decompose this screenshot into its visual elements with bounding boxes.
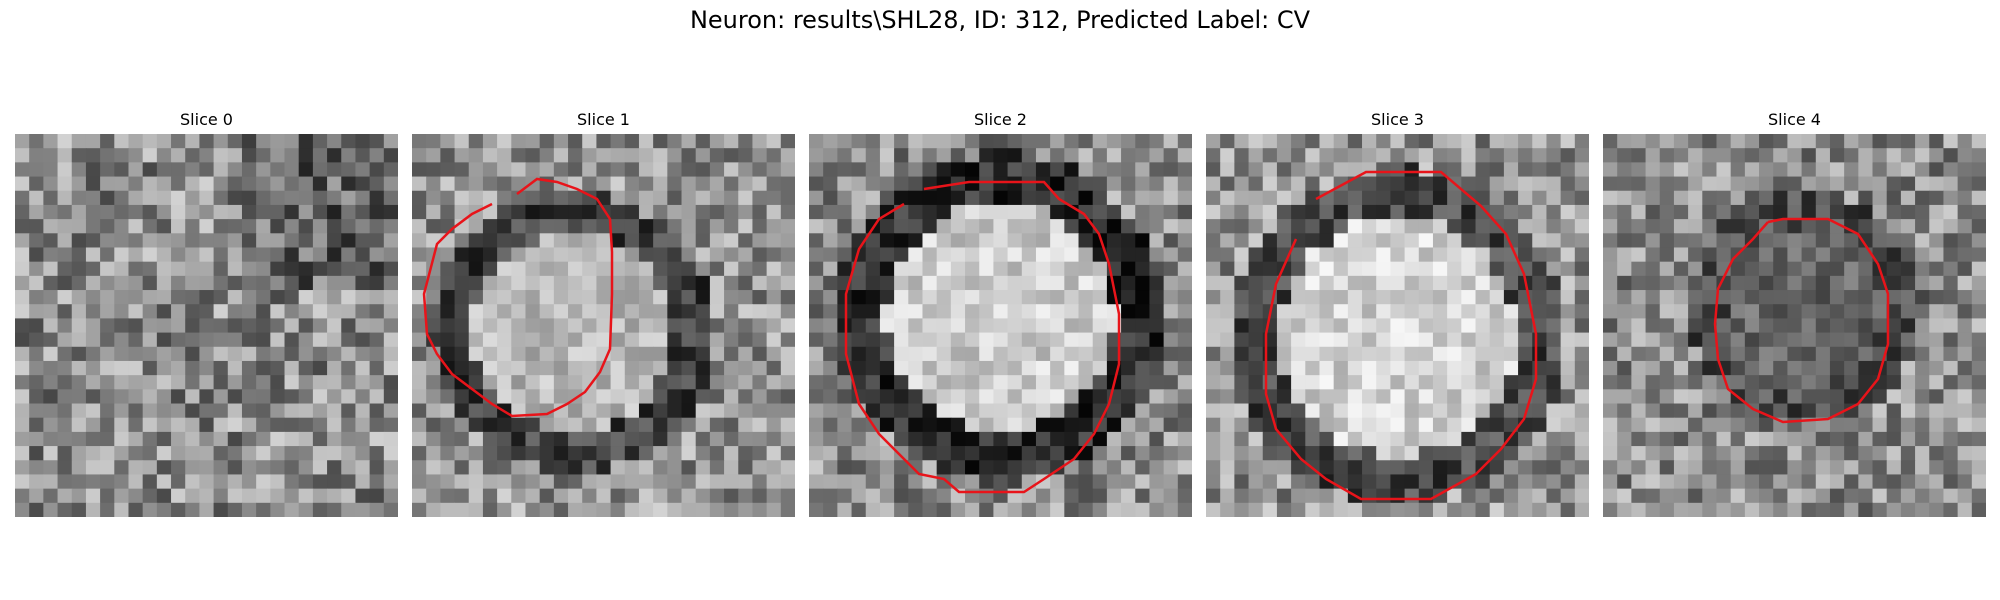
slice-title: Slice 4 xyxy=(1768,110,1821,129)
slice-image xyxy=(15,134,398,517)
pixel-texture xyxy=(809,134,1192,517)
slice-title: Slice 0 xyxy=(180,110,233,129)
segmentation-contour xyxy=(844,180,1121,494)
segmentation-contour xyxy=(422,177,614,418)
segmentation-contour xyxy=(1713,217,1890,424)
pixel-texture xyxy=(1206,134,1589,517)
pixel-texture xyxy=(412,134,795,517)
slice-image xyxy=(809,134,1192,517)
figure-title: Neuron: results\SHL28, ID: 312, Predicte… xyxy=(689,6,1311,34)
slice-title: Slice 1 xyxy=(577,110,630,129)
slice-image xyxy=(1603,134,1986,517)
slice-image xyxy=(412,134,795,517)
pixel-texture xyxy=(15,134,398,517)
slice-title: Slice 2 xyxy=(974,110,1027,129)
slice-title: Slice 3 xyxy=(1371,110,1424,129)
segmentation-contour xyxy=(1264,170,1538,501)
pixel-texture xyxy=(1603,134,1986,517)
slice-image xyxy=(1206,134,1589,517)
